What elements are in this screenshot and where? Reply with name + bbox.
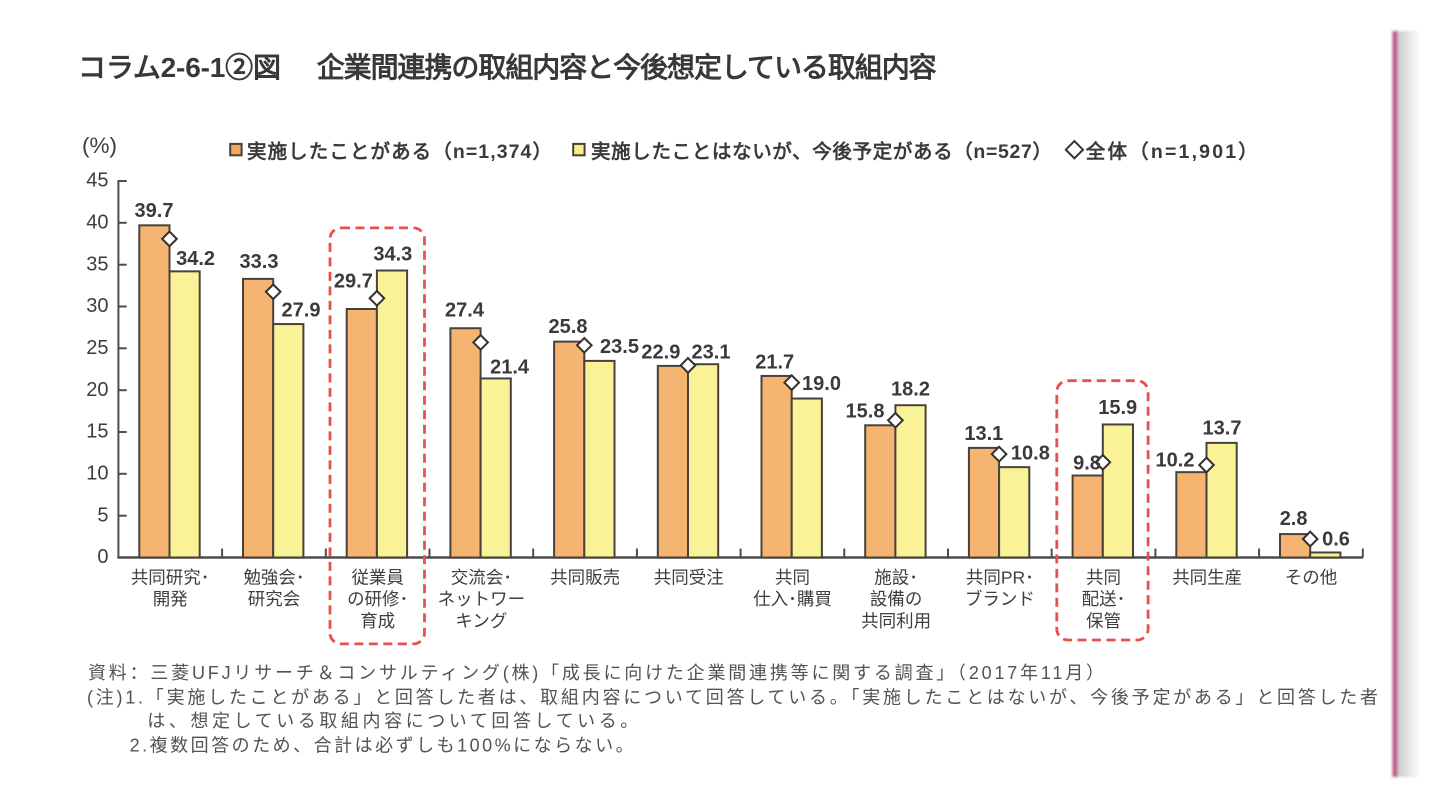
svg-text:27.9: 27.9 xyxy=(282,299,321,321)
svg-text:配送･: 配送･ xyxy=(1082,589,1126,609)
svg-text:2.8: 2.8 xyxy=(1280,508,1308,530)
svg-text:(注)1.「実施したことがある」と回答した者は、取組内容につ: (注)1.「実施したことがある」と回答した者は、取組内容について回答している。「… xyxy=(87,688,1378,708)
svg-text:ブランド: ブランド xyxy=(965,589,1035,609)
svg-text:ネットワー: ネットワー xyxy=(438,589,526,609)
svg-text:共同研究･: 共同研究･ xyxy=(131,568,210,588)
svg-text:33.3: 33.3 xyxy=(240,251,279,273)
svg-text:研究会: 研究会 xyxy=(248,589,301,609)
svg-text:0.6: 0.6 xyxy=(1322,528,1350,550)
svg-text:は、想定している取組内容について回答している。: は、想定している取組内容について回答している。 xyxy=(147,711,638,731)
svg-text:共同生産: 共同生産 xyxy=(1172,568,1242,588)
svg-text:その他: その他 xyxy=(1285,568,1338,588)
svg-text:23.1: 23.1 xyxy=(692,342,731,364)
svg-text:25: 25 xyxy=(86,337,108,359)
svg-text:共同: 共同 xyxy=(1086,568,1121,588)
svg-text:29.7: 29.7 xyxy=(334,270,373,292)
svg-text:設備の: 設備の xyxy=(870,589,923,609)
svg-text:資料：三菱UFJリサーチ＆コンサルティング(株)「成長に向け: 資料：三菱UFJリサーチ＆コンサルティング(株)「成長に向けた企業間連携等に関す… xyxy=(88,663,1104,683)
svg-text:13.1: 13.1 xyxy=(964,423,1003,445)
svg-text:キング: キング xyxy=(455,611,507,631)
svg-text:45: 45 xyxy=(86,170,108,192)
svg-text:34.2: 34.2 xyxy=(176,248,215,270)
svg-text:共同PR･: 共同PR･ xyxy=(966,568,1034,588)
svg-text:20: 20 xyxy=(86,379,108,401)
svg-text:従業員: 従業員 xyxy=(351,568,404,588)
svg-text:10.2: 10.2 xyxy=(1156,449,1195,471)
svg-text:23.5: 23.5 xyxy=(600,336,639,358)
svg-text:の研修･: の研修･ xyxy=(347,589,408,609)
svg-text:実施したことはないが、今後予定がある（n=527）: 実施したことはないが、今後予定がある（n=527） xyxy=(591,140,1052,163)
svg-text:27.4: 27.4 xyxy=(445,299,485,321)
svg-text:19.0: 19.0 xyxy=(802,373,841,395)
svg-text:22.9: 22.9 xyxy=(641,342,680,364)
svg-text:15.8: 15.8 xyxy=(846,401,885,423)
svg-text:育成: 育成 xyxy=(360,611,395,631)
svg-text:35: 35 xyxy=(86,253,108,275)
svg-text:10.8: 10.8 xyxy=(1011,443,1050,465)
svg-text:共同販売: 共同販売 xyxy=(550,568,620,588)
svg-text:39.7: 39.7 xyxy=(135,200,174,222)
svg-text:開発: 開発 xyxy=(153,589,188,609)
svg-text:(%): (%) xyxy=(82,133,117,158)
svg-text:仕入･購買: 仕入･購買 xyxy=(753,589,832,609)
svg-text:交流会･: 交流会･ xyxy=(451,568,512,588)
svg-text:5: 5 xyxy=(97,504,108,526)
svg-text:18.2: 18.2 xyxy=(891,379,930,401)
svg-text:コラム2-6-1②図: コラム2-6-1②図 xyxy=(78,51,281,83)
svg-text:21.4: 21.4 xyxy=(490,356,530,378)
svg-text:実施したことがある（n=1,374）: 実施したことがある（n=1,374） xyxy=(247,140,552,163)
svg-text:0: 0 xyxy=(97,546,108,568)
svg-text:13.7: 13.7 xyxy=(1203,417,1242,439)
svg-text:21.7: 21.7 xyxy=(755,352,794,374)
svg-text:40: 40 xyxy=(86,211,108,233)
svg-text:企業間連携の取組内容と今後想定している取組内容: 企業間連携の取組内容と今後想定している取組内容 xyxy=(317,51,937,83)
svg-text:9.8: 9.8 xyxy=(1073,452,1101,474)
svg-text:2.複数回答のため、合計は必ずしも100%にならない。: 2.複数回答のため、合計は必ずしも100%にならない。 xyxy=(130,736,634,756)
svg-text:共同受注: 共同受注 xyxy=(654,568,724,588)
svg-text:10: 10 xyxy=(86,462,108,484)
svg-text:勉強会･: 勉強会･ xyxy=(243,568,304,588)
svg-text:34.3: 34.3 xyxy=(373,244,412,266)
svg-text:保管: 保管 xyxy=(1086,611,1121,631)
svg-text:15: 15 xyxy=(86,421,108,443)
svg-text:全体（n=1,901）: 全体（n=1,901） xyxy=(1085,140,1258,163)
svg-text:30: 30 xyxy=(86,295,108,317)
svg-text:25.8: 25.8 xyxy=(549,316,588,338)
svg-text:施設･: 施設･ xyxy=(874,568,918,588)
svg-text:15.9: 15.9 xyxy=(1098,397,1137,419)
svg-text:共同: 共同 xyxy=(775,568,810,588)
svg-text:共同利用: 共同利用 xyxy=(861,611,931,631)
